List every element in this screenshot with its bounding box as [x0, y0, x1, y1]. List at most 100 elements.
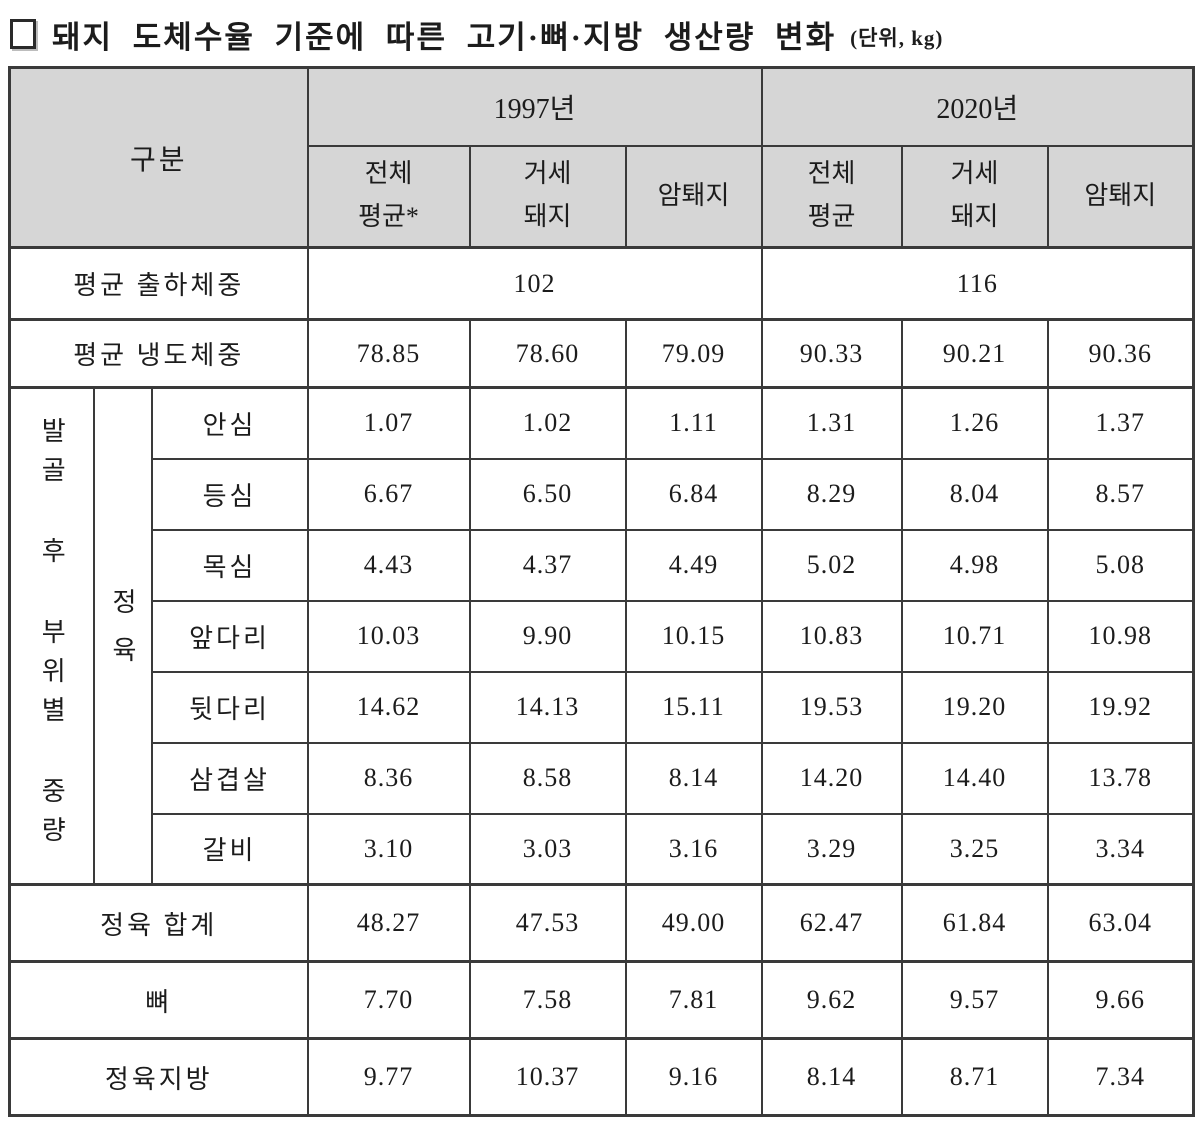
cell-value: 14.13 — [468, 670, 627, 744]
row-label: 평균 출하체중 — [8, 246, 309, 321]
part-name: 등심 — [150, 457, 309, 531]
cell-value: 10.37 — [468, 1037, 627, 1117]
cell-value: 19.92 — [1046, 670, 1195, 744]
cell-value: 3.29 — [760, 812, 903, 886]
cell-value: 1.31 — [760, 386, 903, 460]
cell-value: 1.37 — [1046, 386, 1195, 460]
part-name: 갈비 — [150, 812, 309, 886]
cell-value: 3.03 — [468, 812, 627, 886]
cell-value: 3.34 — [1046, 812, 1195, 886]
cell-value: 8.71 — [900, 1037, 1049, 1117]
cell-value: 1.02 — [468, 386, 627, 460]
cell-value: 7.34 — [1046, 1037, 1195, 1117]
cell-value: 14.20 — [760, 741, 903, 815]
row-label: 뼈 — [8, 960, 309, 1040]
cell-value: 9.77 — [306, 1037, 471, 1117]
cell-value: 9.57 — [900, 960, 1049, 1040]
cell-value: 9.90 — [468, 599, 627, 673]
cell-value: 8.57 — [1046, 457, 1195, 531]
shipping-1997-value: 102 — [306, 246, 763, 321]
subheader-1997-total-avg: 전체 평균* — [306, 144, 471, 249]
cell-value: 1.26 — [900, 386, 1049, 460]
empty-checkbox-icon — [10, 19, 36, 49]
cell-value: 5.02 — [760, 528, 903, 602]
cell-value: 62.47 — [760, 883, 903, 963]
cell-value: 7.70 — [306, 960, 471, 1040]
year-2020-header: 2020년 — [760, 66, 1195, 147]
subheader-2020-sow: 암퇘지 — [1046, 144, 1195, 249]
table-row-hindleg: 뒷다리 14.62 14.13 15.11 19.53 19.20 19.92 — [10, 670, 1195, 744]
table-row-foreleg: 앞다리 10.03 9.90 10.15 10.83 10.71 10.98 — [10, 599, 1195, 673]
table-header-years: 구분 1997년 2020년 — [8, 66, 1195, 249]
cell-value: 79.09 — [624, 318, 763, 389]
table-row-neck: 목심 4.43 4.37 4.49 5.02 4.98 5.08 — [10, 528, 1195, 602]
cell-value: 8.36 — [306, 741, 471, 815]
page-title: 돼지 도체수율 기준에 따른 고기·뼈·지방 생산량 변화 — [52, 19, 837, 55]
row-label: 평균 냉도체중 — [8, 318, 309, 389]
cell-value: 15.11 — [624, 670, 763, 744]
cell-value: 14.62 — [306, 670, 471, 744]
cell-value: 48.27 — [306, 883, 471, 963]
table-row-belly: 삼겹살 8.36 8.58 8.14 14.20 14.40 13.78 — [10, 741, 1195, 815]
cell-value: 78.85 — [306, 318, 471, 389]
cell-value: 8.29 — [760, 457, 903, 531]
table-row-rib: 갈비 3.10 3.03 3.16 3.29 3.25 3.34 — [10, 812, 1195, 886]
year-1997-header: 1997년 — [306, 66, 763, 147]
cell-value: 3.10 — [306, 812, 471, 886]
subheader-1997-sow: 암퇘지 — [624, 144, 763, 249]
cell-value: 4.37 — [468, 528, 627, 602]
unit-label: (단위, kg) — [850, 26, 944, 50]
cell-value: 13.78 — [1046, 741, 1195, 815]
cell-value: 19.53 — [760, 670, 903, 744]
cell-value: 9.66 — [1046, 960, 1195, 1040]
part-name: 앞다리 — [150, 599, 309, 673]
cell-value: 4.43 — [306, 528, 471, 602]
cell-value: 8.14 — [624, 741, 763, 815]
table-row-tenderloin: 발골 후 부위별 중량 정육 안심 1.07 1.02 1.11 1.31 1.… — [8, 386, 1195, 886]
row-label: 정육 합계 — [8, 883, 309, 963]
cell-value: 5.08 — [1046, 528, 1195, 602]
cell-value: 10.03 — [306, 599, 471, 673]
cell-value: 10.15 — [624, 599, 763, 673]
cell-value: 6.84 — [624, 457, 763, 531]
subheader-2020-total-avg: 전체 평균 — [760, 144, 903, 249]
table-row-meat-total: 정육 합계 48.27 47.53 49.00 62.47 61.84 63.0… — [8, 883, 1195, 963]
row-label: 정육지방 — [8, 1037, 309, 1117]
cell-value: 7.81 — [624, 960, 763, 1040]
cell-value: 19.20 — [900, 670, 1049, 744]
part-name: 안심 — [150, 386, 309, 460]
cell-value: 49.00 — [624, 883, 763, 963]
table-row-loin: 등심 6.67 6.50 6.84 8.29 8.04 8.57 — [10, 457, 1195, 531]
meat-label: 정육 — [108, 588, 137, 684]
vertical-group-label: 발골 후 부위별 중량 — [8, 386, 95, 886]
subheader-1997-castrated: 거세 돼지 — [468, 144, 627, 249]
document-title-bar: 돼지 도체수율 기준에 따른 고기·뼈·지방 생산량 변화 (단위, kg) — [0, 0, 1200, 62]
cell-value: 10.71 — [900, 599, 1049, 673]
cell-value: 8.14 — [760, 1037, 903, 1117]
cell-value: 61.84 — [900, 883, 1049, 963]
cell-value: 6.50 — [468, 457, 627, 531]
cell-value: 8.58 — [468, 741, 627, 815]
cell-value: 14.40 — [900, 741, 1049, 815]
deboned-weight-vertical-label: 발골 후 부위별 중량 — [37, 417, 67, 855]
row-avg-cold-carcass-weight: 평균 냉도체중 78.85 78.60 79.09 90.33 90.21 90… — [8, 318, 1195, 389]
cell-value: 7.58 — [468, 960, 627, 1040]
carcass-yield-table: 구분 1997년 2020년 전체 평균* 거세 돼지 암퇘지 전체 평균 거세… — [8, 66, 1196, 1117]
meat-group-label: 정육 — [92, 386, 153, 886]
cell-value: 9.62 — [760, 960, 903, 1040]
cell-value: 63.04 — [1046, 883, 1195, 963]
cell-value: 3.25 — [900, 812, 1049, 886]
table-row-meat-fat: 정육지방 9.77 10.37 9.16 8.14 8.71 7.34 — [8, 1037, 1195, 1117]
cell-value: 4.98 — [900, 528, 1049, 602]
cell-value: 10.98 — [1046, 599, 1195, 673]
cell-value: 8.04 — [900, 457, 1049, 531]
table-header-subcolumns: 전체 평균* 거세 돼지 암퇘지 전체 평균 거세 돼지 암퇘지 — [10, 144, 1195, 249]
cell-value: 78.60 — [468, 318, 627, 389]
cell-value: 90.21 — [900, 318, 1049, 389]
cell-value: 1.07 — [306, 386, 471, 460]
cell-value: 1.11 — [624, 386, 763, 460]
part-name: 목심 — [150, 528, 309, 602]
part-name: 삼겹살 — [150, 741, 309, 815]
cell-value: 47.53 — [468, 883, 627, 963]
